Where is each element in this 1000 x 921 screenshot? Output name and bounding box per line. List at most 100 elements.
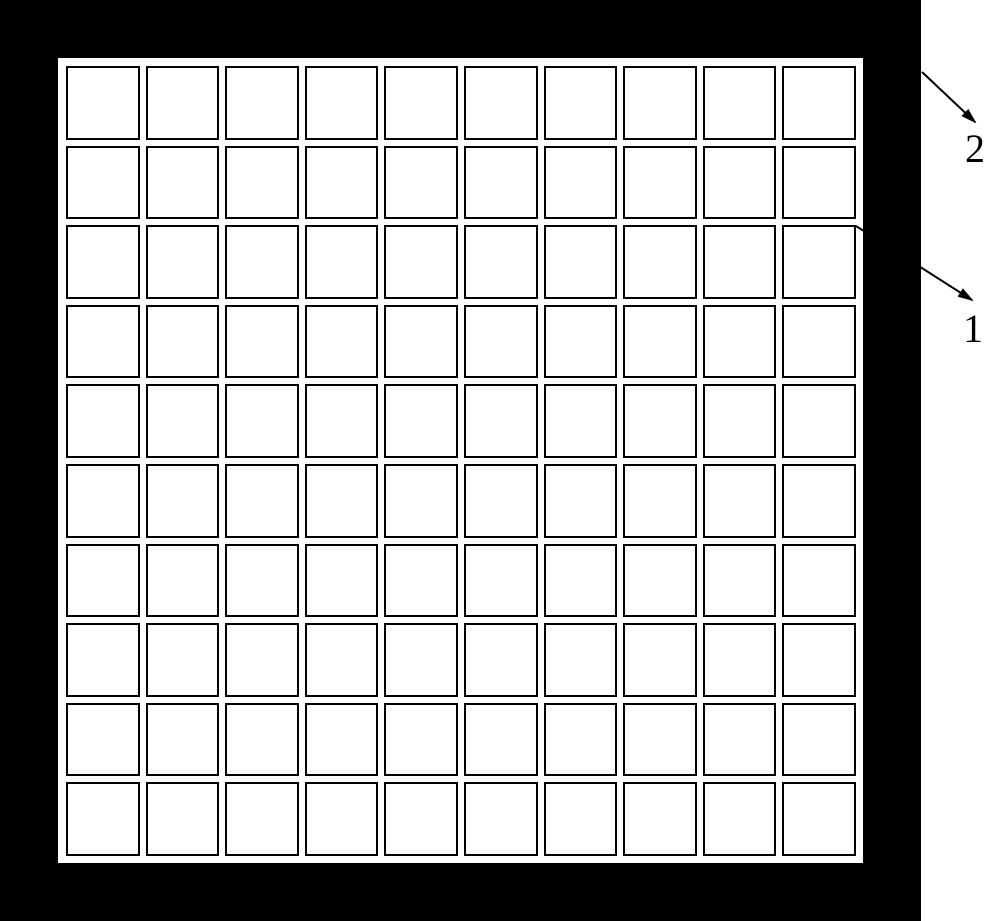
grid-cell bbox=[464, 384, 538, 458]
grid-cell bbox=[66, 225, 140, 299]
grid-cell bbox=[703, 384, 777, 458]
grid-array bbox=[66, 66, 856, 856]
grid-cell bbox=[305, 703, 379, 777]
grid-cell bbox=[782, 464, 856, 538]
grid-cell bbox=[146, 66, 220, 140]
grid-cell bbox=[384, 464, 458, 538]
grid-cell bbox=[544, 544, 618, 618]
callout-2-label: 2 bbox=[965, 126, 985, 171]
grid-cell bbox=[305, 464, 379, 538]
grid-cell bbox=[623, 703, 697, 777]
grid-cell bbox=[703, 544, 777, 618]
grid-cell bbox=[146, 703, 220, 777]
grid-cell bbox=[623, 782, 697, 856]
grid-cell bbox=[544, 464, 618, 538]
grid-cell bbox=[703, 66, 777, 140]
grid-cell bbox=[66, 464, 140, 538]
grid-cell bbox=[623, 305, 697, 379]
grid-cell bbox=[225, 146, 299, 220]
grid-cell bbox=[464, 703, 538, 777]
grid-cell bbox=[225, 464, 299, 538]
grid-cell bbox=[623, 384, 697, 458]
diagram-canvas: 21 bbox=[0, 0, 1000, 921]
grid-cell bbox=[782, 146, 856, 220]
grid-cell bbox=[146, 384, 220, 458]
grid-cell bbox=[146, 464, 220, 538]
grid-cell bbox=[782, 384, 856, 458]
grid-cell bbox=[623, 225, 697, 299]
grid-cell bbox=[225, 782, 299, 856]
grid-cell bbox=[305, 305, 379, 379]
grid-cell bbox=[305, 146, 379, 220]
grid-cell bbox=[782, 544, 856, 618]
grid-cell bbox=[464, 544, 538, 618]
grid-cell bbox=[782, 623, 856, 697]
grid-cell bbox=[782, 703, 856, 777]
grid-cell bbox=[146, 782, 220, 856]
grid-cell bbox=[623, 146, 697, 220]
grid-cell bbox=[66, 782, 140, 856]
grid-cell bbox=[225, 384, 299, 458]
grid-cell bbox=[305, 225, 379, 299]
grid-cell bbox=[703, 782, 777, 856]
grid-cell bbox=[623, 623, 697, 697]
grid-cell bbox=[464, 623, 538, 697]
grid-cell bbox=[66, 544, 140, 618]
grid-cell bbox=[146, 225, 220, 299]
grid-cell bbox=[464, 146, 538, 220]
grid-cell bbox=[782, 225, 856, 299]
grid-cell bbox=[703, 703, 777, 777]
grid-cell bbox=[305, 544, 379, 618]
grid-cell bbox=[146, 146, 220, 220]
grid-cell bbox=[782, 782, 856, 856]
grid-cell bbox=[305, 66, 379, 140]
grid-cell bbox=[225, 225, 299, 299]
grid-cell bbox=[464, 782, 538, 856]
grid-cell bbox=[464, 225, 538, 299]
grid-cell bbox=[66, 703, 140, 777]
grid-cell bbox=[384, 544, 458, 618]
grid-cell bbox=[544, 66, 618, 140]
grid-cell bbox=[146, 305, 220, 379]
grid-cell bbox=[703, 305, 777, 379]
grid-cell bbox=[384, 384, 458, 458]
grid-cell bbox=[464, 66, 538, 140]
grid-cell bbox=[146, 544, 220, 618]
grid-cell bbox=[225, 703, 299, 777]
grid-cell bbox=[66, 305, 140, 379]
grid-cell bbox=[782, 305, 856, 379]
grid-cell bbox=[305, 623, 379, 697]
grid-cell bbox=[464, 305, 538, 379]
grid-cell bbox=[66, 623, 140, 697]
grid-cell bbox=[384, 623, 458, 697]
grid-cell bbox=[544, 782, 618, 856]
grid-cell bbox=[544, 146, 618, 220]
grid-cell bbox=[225, 623, 299, 697]
grid-cell bbox=[225, 305, 299, 379]
grid-cell bbox=[544, 623, 618, 697]
grid-cell bbox=[384, 146, 458, 220]
grid-cell bbox=[146, 623, 220, 697]
callout-1-label: 1 bbox=[963, 306, 983, 351]
grid-cell bbox=[305, 384, 379, 458]
grid-cell bbox=[305, 782, 379, 856]
grid-cell bbox=[384, 703, 458, 777]
grid-cell bbox=[623, 464, 697, 538]
grid-cell bbox=[66, 66, 140, 140]
grid-cell bbox=[225, 66, 299, 140]
grid-cell bbox=[544, 384, 618, 458]
grid-cell bbox=[703, 146, 777, 220]
grid-cell bbox=[225, 544, 299, 618]
grid-cell bbox=[384, 66, 458, 140]
grid-cell bbox=[384, 782, 458, 856]
grid-cell bbox=[544, 703, 618, 777]
grid-cell bbox=[66, 384, 140, 458]
grid-cell bbox=[703, 225, 777, 299]
grid-cell bbox=[544, 305, 618, 379]
grid-cell bbox=[544, 225, 618, 299]
grid-cell bbox=[464, 464, 538, 538]
grid-cell bbox=[782, 66, 856, 140]
callout-2-arrow bbox=[922, 72, 975, 122]
grid-cell bbox=[384, 305, 458, 379]
grid-cell bbox=[623, 66, 697, 140]
